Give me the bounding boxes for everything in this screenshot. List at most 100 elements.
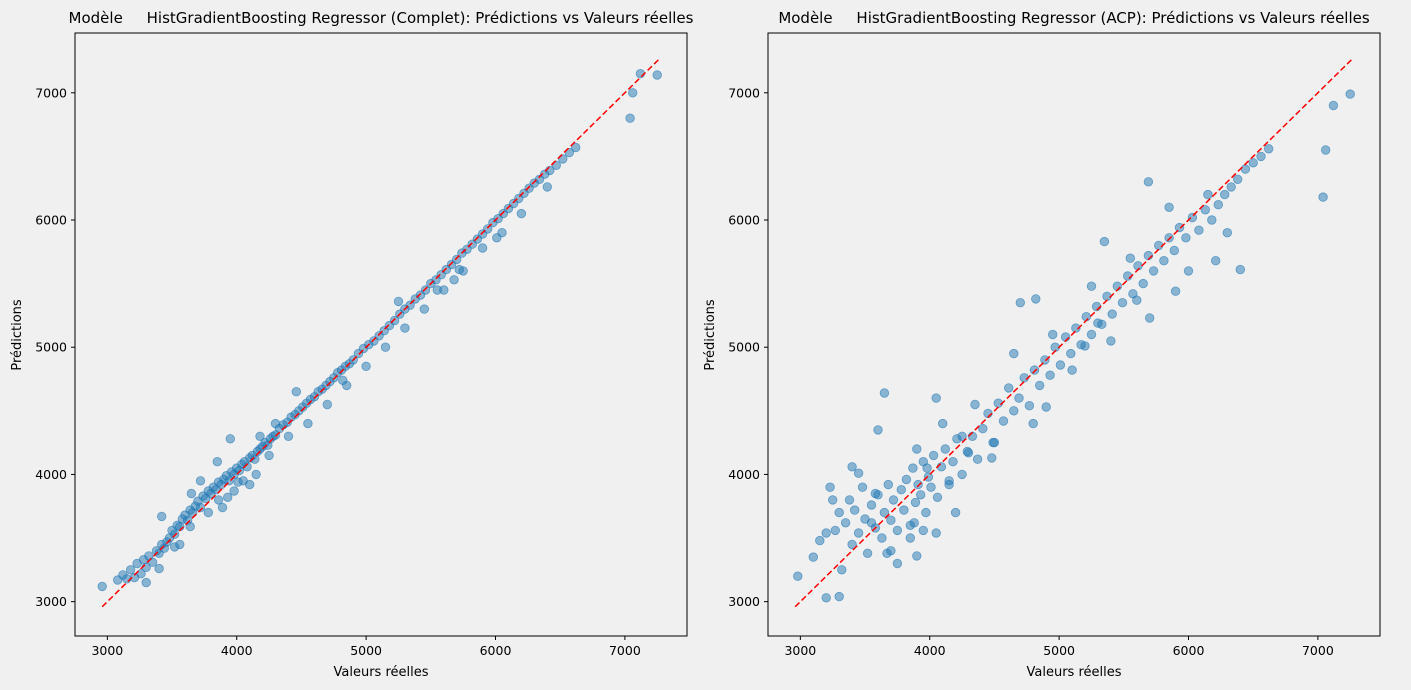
scatter-point	[1159, 256, 1169, 266]
y-tick-label: 5000	[728, 340, 760, 355]
scatter-point	[1194, 225, 1204, 235]
scatter-point	[940, 444, 951, 454]
scatter-point	[1187, 212, 1198, 223]
scatter-point	[1345, 89, 1355, 99]
scatter-point	[492, 233, 502, 243]
scatter-point	[1263, 144, 1274, 154]
scatter-point	[516, 208, 527, 219]
scatter-point	[389, 315, 400, 326]
scatter-point	[213, 495, 224, 505]
y-tick-label: 7000	[728, 85, 760, 100]
scatter-point	[957, 469, 967, 480]
y-axis-label: Prédictions	[10, 299, 25, 371]
y-tick-label: 4000	[728, 467, 760, 482]
x-tick-label: 5000	[350, 643, 382, 658]
scatter-point	[233, 477, 243, 487]
scatter-point	[1256, 151, 1266, 162]
scatter-point	[905, 533, 916, 543]
chart-title: Modèle HistGradientBoosting Regressor (A…	[778, 9, 1370, 27]
scatter-point	[169, 529, 180, 539]
scatter-point	[825, 482, 835, 492]
scatter-point	[175, 539, 185, 550]
scatter-point	[1132, 295, 1142, 305]
scatter-point	[251, 469, 261, 480]
scatter-point	[186, 488, 197, 499]
scatter-point	[1318, 192, 1328, 202]
y-tick-label: 4000	[35, 467, 67, 482]
scatter-point	[892, 525, 903, 536]
scatter-point	[892, 558, 903, 569]
scatter-point	[972, 454, 983, 464]
scatter-point	[1106, 336, 1116, 346]
scatter-point	[625, 113, 635, 123]
scatter-point	[195, 476, 206, 486]
scatter-point	[1024, 401, 1035, 411]
scatter-point	[1125, 253, 1136, 263]
scatter-point	[821, 528, 831, 538]
scatter-point	[857, 482, 868, 492]
x-axis-ticks: 3000 4000 5000 6000 7000	[91, 636, 641, 658]
scatter-point	[1041, 402, 1051, 412]
scatter-point	[882, 548, 892, 559]
scatter-point	[1170, 286, 1181, 296]
scatter-point	[303, 418, 313, 429]
x-tick-label: 4000	[914, 643, 946, 658]
scatter-point	[1009, 348, 1019, 359]
scatter-point	[264, 450, 274, 461]
x-tick-label: 6000	[1173, 643, 1205, 658]
scatter-point	[270, 418, 281, 429]
chart-complet: Modèle HistGradientBoosting Regressor (C…	[10, 9, 694, 680]
x-axis-label: Valeurs réelles	[1027, 665, 1122, 680]
scatter-point	[454, 264, 465, 275]
scatter-point	[291, 387, 302, 397]
scatter-point	[866, 518, 877, 528]
scatter-point	[125, 565, 136, 575]
x-tick-label: 5000	[1043, 643, 1075, 658]
y-axis-ticks: 3000 4000 5000 6000 7000	[35, 85, 75, 609]
scatter-point	[998, 416, 1009, 426]
scatter-point	[853, 468, 864, 478]
scatter-point	[1047, 329, 1058, 340]
scatter-point	[1031, 294, 1041, 304]
scatter-point	[866, 500, 877, 510]
scatter-point	[1174, 222, 1185, 233]
scatter-point	[255, 431, 265, 442]
scatter-point	[877, 533, 887, 543]
scatter-point	[154, 563, 164, 574]
scatter-point	[1086, 329, 1097, 340]
scatter-point	[1045, 370, 1055, 380]
scatter-point	[1029, 365, 1040, 375]
scatter-point	[921, 507, 931, 518]
scatter-point	[1203, 189, 1213, 200]
scatter-point	[908, 463, 918, 473]
scatter-points	[97, 68, 662, 592]
scatter-point	[928, 450, 939, 461]
scatter-point	[217, 502, 228, 513]
scatter-point	[432, 285, 443, 295]
scatter-point	[1099, 236, 1110, 247]
scatter-point	[1164, 233, 1174, 243]
scatter-point	[1183, 266, 1194, 276]
scatter-point	[944, 479, 954, 490]
y-tick-label: 3000	[35, 594, 67, 609]
scatter-point	[899, 505, 909, 515]
scatter-point	[571, 142, 581, 153]
scatter-point	[840, 518, 851, 528]
scatter-point	[888, 495, 899, 505]
scatter-point	[916, 490, 926, 500]
reference-line	[794, 59, 1353, 608]
scatter-point	[1248, 158, 1258, 168]
scatter-point	[449, 275, 459, 285]
scatter-point	[847, 462, 857, 472]
scatter-point	[477, 243, 488, 253]
scatter-point	[931, 393, 941, 403]
scatter-point	[793, 571, 803, 581]
scatter-point	[242, 462, 252, 472]
y-tick-label: 6000	[35, 213, 67, 228]
x-tick-label: 3000	[91, 643, 123, 658]
scatter-point	[834, 591, 844, 602]
scatter-point	[1009, 406, 1019, 416]
scatter-point	[322, 399, 333, 410]
scatter-point	[1093, 318, 1103, 328]
scatter-point	[1200, 205, 1211, 215]
